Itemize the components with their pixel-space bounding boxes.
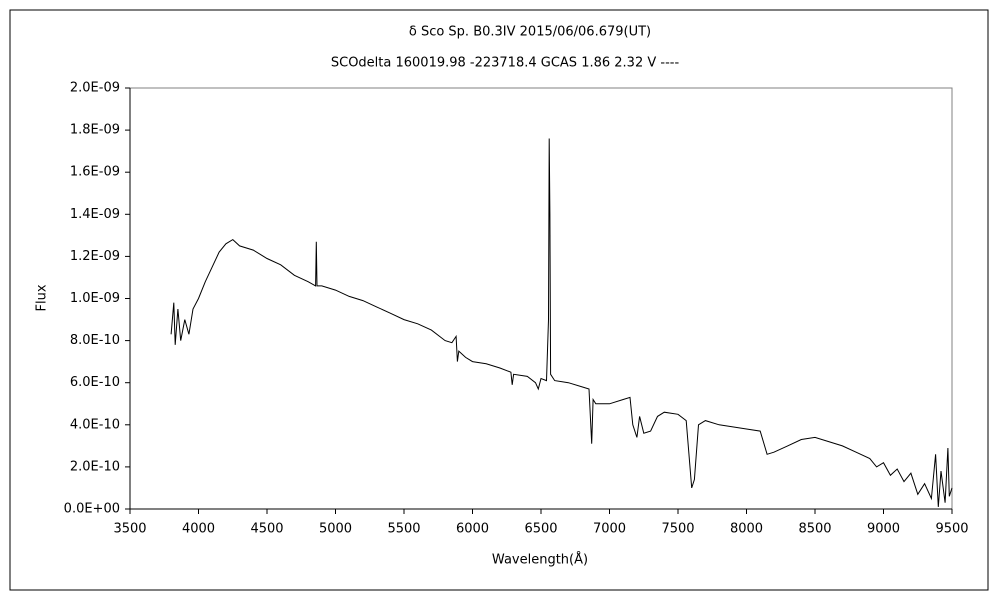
y-tick-label: 8.0E-10 <box>70 333 120 348</box>
x-tick-label: 5000 <box>319 522 352 537</box>
x-tick-label: 7500 <box>661 522 694 537</box>
y-tick-label: 1.6E-09 <box>70 165 120 180</box>
y-tick-label: 1.4E-09 <box>70 207 120 222</box>
y-axis-label: Flux <box>35 284 50 311</box>
x-tick-label: 5500 <box>387 522 420 537</box>
x-tick-label: 9500 <box>935 522 968 537</box>
y-tick-label: 1.0E-09 <box>70 291 120 306</box>
y-tick-label: 1.2E-09 <box>70 249 120 264</box>
x-tick-label: 6000 <box>456 522 489 537</box>
y-tick-label: 2.0E-10 <box>70 459 120 474</box>
x-tick-label: 4500 <box>250 522 283 537</box>
x-tick-label: 6500 <box>524 522 557 537</box>
x-tick-label: 4000 <box>182 522 215 537</box>
x-tick-label: 8000 <box>730 522 763 537</box>
y-tick-label: 2.0E-09 <box>70 81 120 96</box>
y-tick-label: 6.0E-10 <box>70 375 120 390</box>
x-tick-label: 8500 <box>798 522 831 537</box>
plot-area <box>129 87 953 510</box>
spectrum-line <box>170 138 953 507</box>
y-tick-label: 4.0E-10 <box>70 417 120 432</box>
chart-frame <box>9 9 989 591</box>
chart-subtitle: SCOdelta 160019.98 -223718.4 GCAS 1.86 2… <box>331 56 680 71</box>
y-tick-label: 1.8E-09 <box>70 123 120 138</box>
x-tick-label: 9000 <box>867 522 900 537</box>
y-tick-label: 0.0E+00 <box>64 502 120 517</box>
x-axis-label: Wavelength(Å) <box>492 552 588 568</box>
x-tick-label: 7000 <box>593 522 626 537</box>
chart-title: δ Sco Sp. B0.3IV 2015/06/06.679(UT) <box>409 25 651 40</box>
x-tick-label: 3500 <box>113 522 146 537</box>
